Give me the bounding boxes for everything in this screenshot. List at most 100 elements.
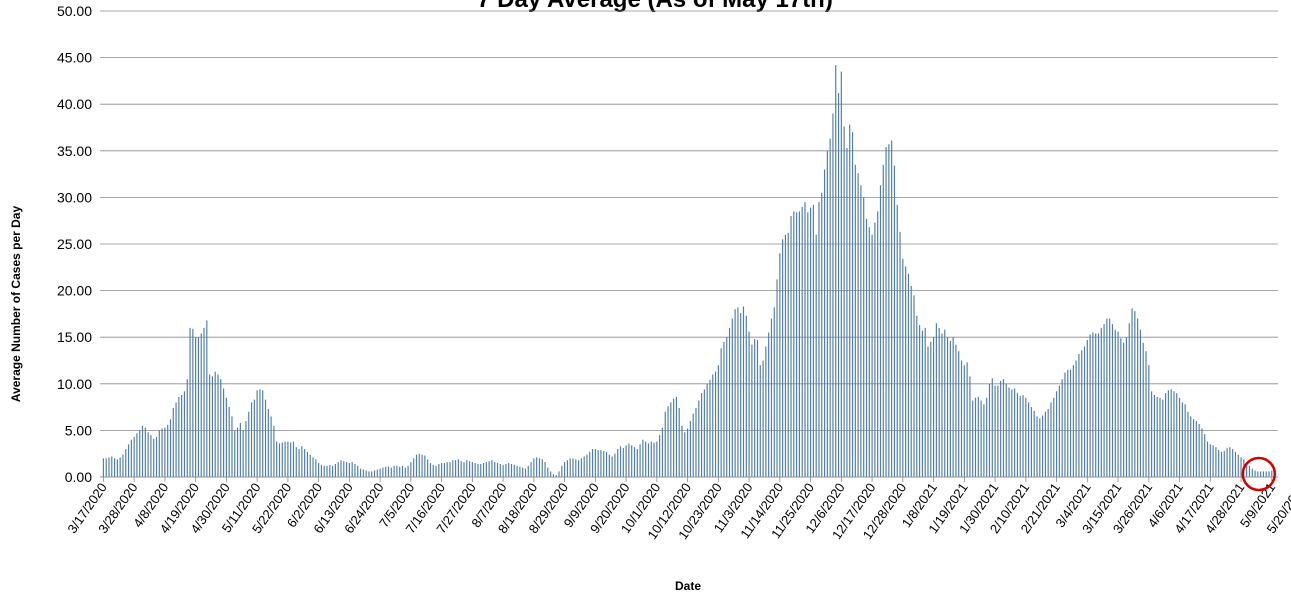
bar bbox=[597, 449, 599, 477]
bar bbox=[552, 474, 555, 477]
bar bbox=[488, 461, 490, 477]
bar bbox=[116, 459, 118, 477]
bar bbox=[759, 365, 761, 477]
bar bbox=[471, 462, 473, 477]
bar bbox=[113, 458, 116, 477]
bar bbox=[782, 239, 784, 477]
bar bbox=[292, 441, 295, 477]
bar bbox=[575, 459, 577, 477]
bar bbox=[1044, 411, 1046, 477]
bar bbox=[997, 385, 999, 477]
bar bbox=[172, 408, 174, 477]
bar bbox=[150, 435, 152, 477]
bar bbox=[1240, 457, 1242, 477]
y-tick-label: 25.00 bbox=[57, 236, 92, 252]
bar bbox=[1220, 451, 1223, 477]
bar bbox=[882, 164, 884, 477]
bar bbox=[1050, 402, 1052, 477]
bar bbox=[519, 466, 521, 477]
bar bbox=[840, 71, 842, 477]
bar bbox=[167, 424, 169, 477]
bar bbox=[1092, 332, 1094, 477]
bar bbox=[329, 464, 331, 477]
bar bbox=[357, 465, 359, 477]
bar bbox=[1134, 311, 1136, 477]
bar bbox=[155, 436, 158, 477]
bar bbox=[907, 273, 910, 477]
bar bbox=[891, 140, 893, 478]
bars bbox=[102, 65, 1276, 478]
bar bbox=[491, 460, 493, 477]
bar bbox=[572, 458, 574, 477]
bar bbox=[650, 441, 652, 477]
bar bbox=[153, 438, 155, 477]
bar bbox=[424, 455, 426, 477]
bar bbox=[332, 465, 334, 477]
bar bbox=[885, 147, 887, 477]
bar bbox=[768, 332, 770, 477]
bar bbox=[835, 65, 837, 477]
bar bbox=[871, 234, 873, 477]
bar bbox=[728, 327, 731, 477]
bar bbox=[670, 402, 672, 477]
bar bbox=[320, 464, 323, 477]
bar bbox=[536, 457, 538, 477]
bar bbox=[108, 457, 110, 477]
bar bbox=[706, 383, 708, 477]
bar bbox=[410, 462, 412, 477]
bar bbox=[1016, 393, 1019, 477]
bar bbox=[709, 380, 711, 477]
bar bbox=[373, 470, 376, 477]
bar bbox=[698, 400, 700, 477]
bar bbox=[1042, 415, 1044, 477]
bar bbox=[502, 464, 504, 477]
bar bbox=[969, 376, 971, 477]
bar bbox=[1067, 369, 1069, 477]
bar bbox=[857, 173, 859, 478]
bar bbox=[1248, 465, 1251, 477]
bar bbox=[1039, 418, 1041, 477]
bar bbox=[158, 430, 160, 477]
y-tick-label: 35.00 bbox=[57, 143, 92, 159]
bar bbox=[667, 406, 669, 477]
bar bbox=[183, 391, 186, 477]
bar bbox=[896, 204, 898, 478]
bar bbox=[298, 449, 300, 477]
bar bbox=[494, 462, 496, 477]
bar bbox=[1089, 334, 1091, 477]
bar bbox=[1022, 394, 1024, 477]
bar bbox=[457, 459, 459, 477]
bar bbox=[717, 365, 719, 477]
bar bbox=[1226, 448, 1228, 477]
bar bbox=[1198, 423, 1200, 477]
bar bbox=[404, 467, 406, 477]
bar bbox=[1195, 421, 1197, 477]
bar bbox=[555, 475, 557, 477]
bar bbox=[930, 341, 932, 477]
bar bbox=[1095, 333, 1097, 477]
bar bbox=[510, 463, 513, 477]
bar bbox=[1120, 338, 1122, 477]
bar bbox=[1030, 407, 1032, 477]
bar bbox=[438, 463, 440, 477]
bar bbox=[899, 231, 901, 477]
bar bbox=[209, 374, 211, 477]
bar bbox=[689, 421, 691, 477]
bar bbox=[1078, 353, 1080, 477]
bar bbox=[661, 427, 664, 477]
bar bbox=[801, 206, 803, 477]
bar bbox=[206, 320, 208, 477]
bar bbox=[687, 428, 689, 477]
bar bbox=[684, 432, 686, 477]
bar bbox=[270, 416, 272, 477]
bar bbox=[692, 413, 694, 477]
bar bbox=[505, 463, 507, 477]
bar bbox=[1170, 389, 1172, 477]
bar bbox=[1011, 389, 1013, 477]
bar bbox=[1131, 308, 1133, 477]
bar bbox=[787, 232, 789, 477]
bar bbox=[614, 453, 616, 477]
bar bbox=[958, 351, 960, 477]
y-tick-label: 10.00 bbox=[57, 376, 92, 392]
bar bbox=[203, 327, 205, 477]
